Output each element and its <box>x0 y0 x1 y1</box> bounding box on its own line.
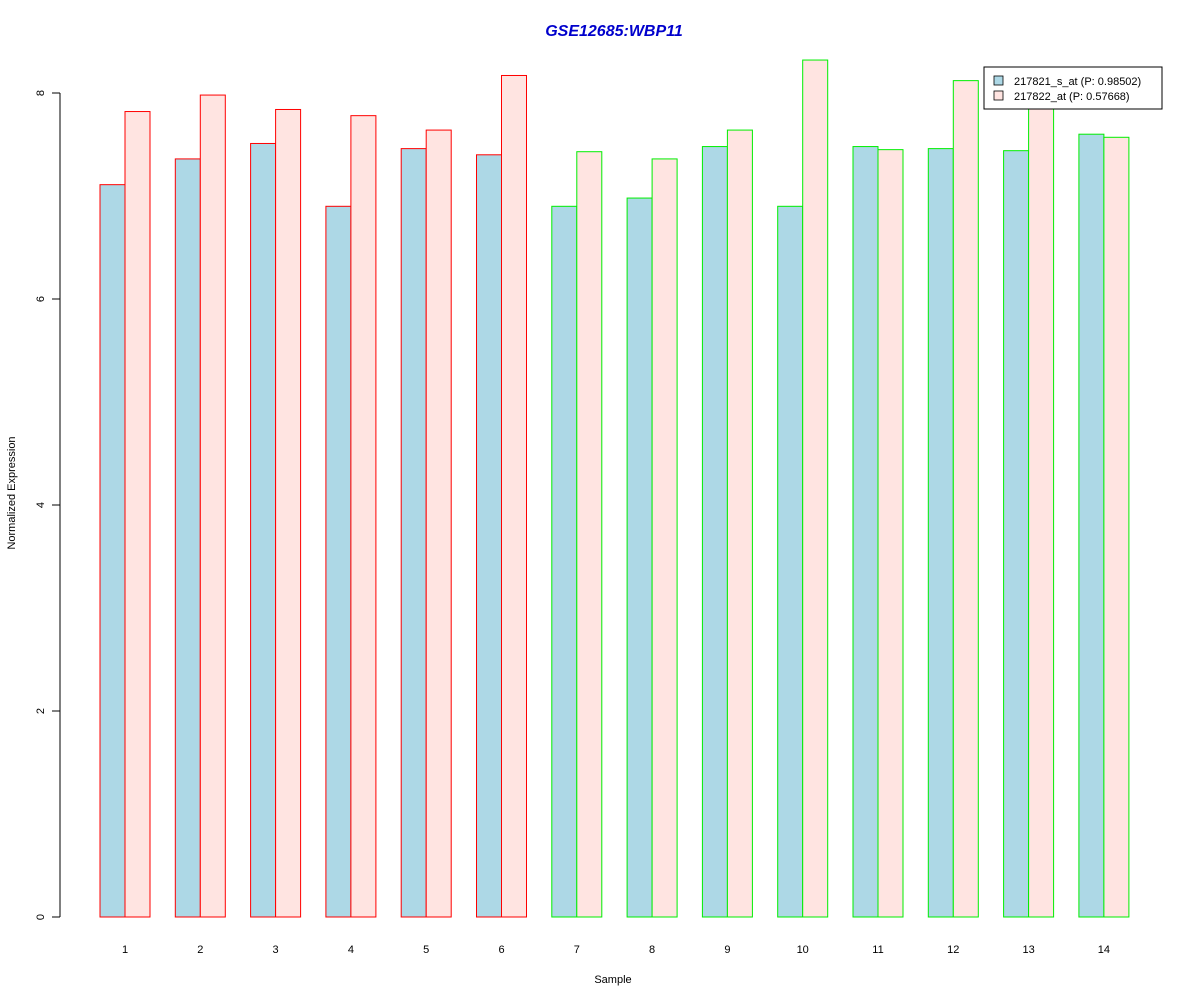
x-tick-label: 8 <box>649 944 655 956</box>
x-tick-label: 11 <box>872 944 883 956</box>
chart-title: GSE12685:WBP11 <box>545 23 683 40</box>
x-tick-label: 12 <box>947 944 959 956</box>
legend: 217821_s_at (P: 0.98502) 217822_at (P: 0… <box>983 66 1163 110</box>
y-axis: 0 2 4 6 8 <box>35 90 61 920</box>
legend-box <box>983 66 1163 110</box>
x-tick-label: 9 <box>724 944 730 956</box>
bar-sample-6-series-1 <box>476 154 502 918</box>
legend-label-2: 217822_at (P: 0.57668) <box>1014 91 1130 103</box>
bar-sample-11-series-2 <box>877 149 904 918</box>
bar-sample-12-series-2 <box>952 80 979 918</box>
x-axis-label: Sample <box>594 974 631 986</box>
y-tick-label: 2 <box>35 708 47 714</box>
bar-sample-12-series-1 <box>927 148 954 918</box>
bar-sample-1-series-2 <box>124 111 151 918</box>
bar-sample-3-series-2 <box>275 108 302 918</box>
legend-label-1: 217821_s_at (P: 0.98502) <box>1014 76 1141 88</box>
x-tick-label: 14 <box>1098 944 1110 956</box>
bar-sample-3-series-1 <box>250 142 277 918</box>
x-tick-label: 3 <box>273 944 279 956</box>
x-tick-label: 7 <box>574 944 580 956</box>
x-tick-label: 10 <box>797 944 809 956</box>
bar-sample-10-series-1 <box>777 205 804 918</box>
bar-sample-1-series-1 <box>99 184 126 918</box>
bar-sample-5-series-1 <box>400 148 427 918</box>
bar-sample-7-series-1 <box>551 205 578 918</box>
bar-sample-14-series-2 <box>1103 136 1130 918</box>
bars-group <box>99 59 1130 918</box>
x-tick-label: 2 <box>197 944 203 956</box>
y-tick-label: 0 <box>35 914 47 920</box>
y-tick-label: 6 <box>35 296 47 302</box>
bar-sample-4-series-1 <box>325 205 352 918</box>
x-axis: 1 2 3 4 5 6 7 8 9 10 11 12 13 14 <box>122 944 1110 956</box>
bar-sample-6-series-2 <box>501 74 527 918</box>
legend-swatch-2 <box>993 90 1004 101</box>
y-tick-label: 8 <box>35 90 47 96</box>
bar-sample-13-series-1 <box>1003 150 1030 918</box>
bar-sample-2-series-2 <box>199 94 226 918</box>
bar-sample-4-series-2 <box>350 115 377 918</box>
legend-swatch-1 <box>993 75 1004 86</box>
bar-sample-8-series-1 <box>626 197 653 918</box>
bar-sample-13-series-2 <box>1028 107 1055 918</box>
bar-sample-7-series-2 <box>576 151 603 918</box>
y-axis-label: Normalized Expression <box>6 436 18 549</box>
bar-sample-9-series-2 <box>726 129 753 918</box>
bar-sample-5-series-2 <box>425 129 452 918</box>
y-tick-label: 4 <box>35 502 47 508</box>
bar-sample-14-series-1 <box>1078 133 1105 918</box>
x-tick-label: 6 <box>498 944 504 956</box>
bar-sample-11-series-1 <box>852 146 879 918</box>
bar-sample-10-series-2 <box>802 59 829 918</box>
x-tick-label: 5 <box>423 944 429 956</box>
bar-sample-2-series-1 <box>174 158 201 918</box>
bar-sample-8-series-2 <box>651 158 678 918</box>
x-tick-label: 4 <box>348 944 354 956</box>
x-tick-label: 13 <box>1022 944 1034 956</box>
bar-sample-9-series-1 <box>701 146 728 918</box>
x-tick-label: 1 <box>122 944 128 956</box>
